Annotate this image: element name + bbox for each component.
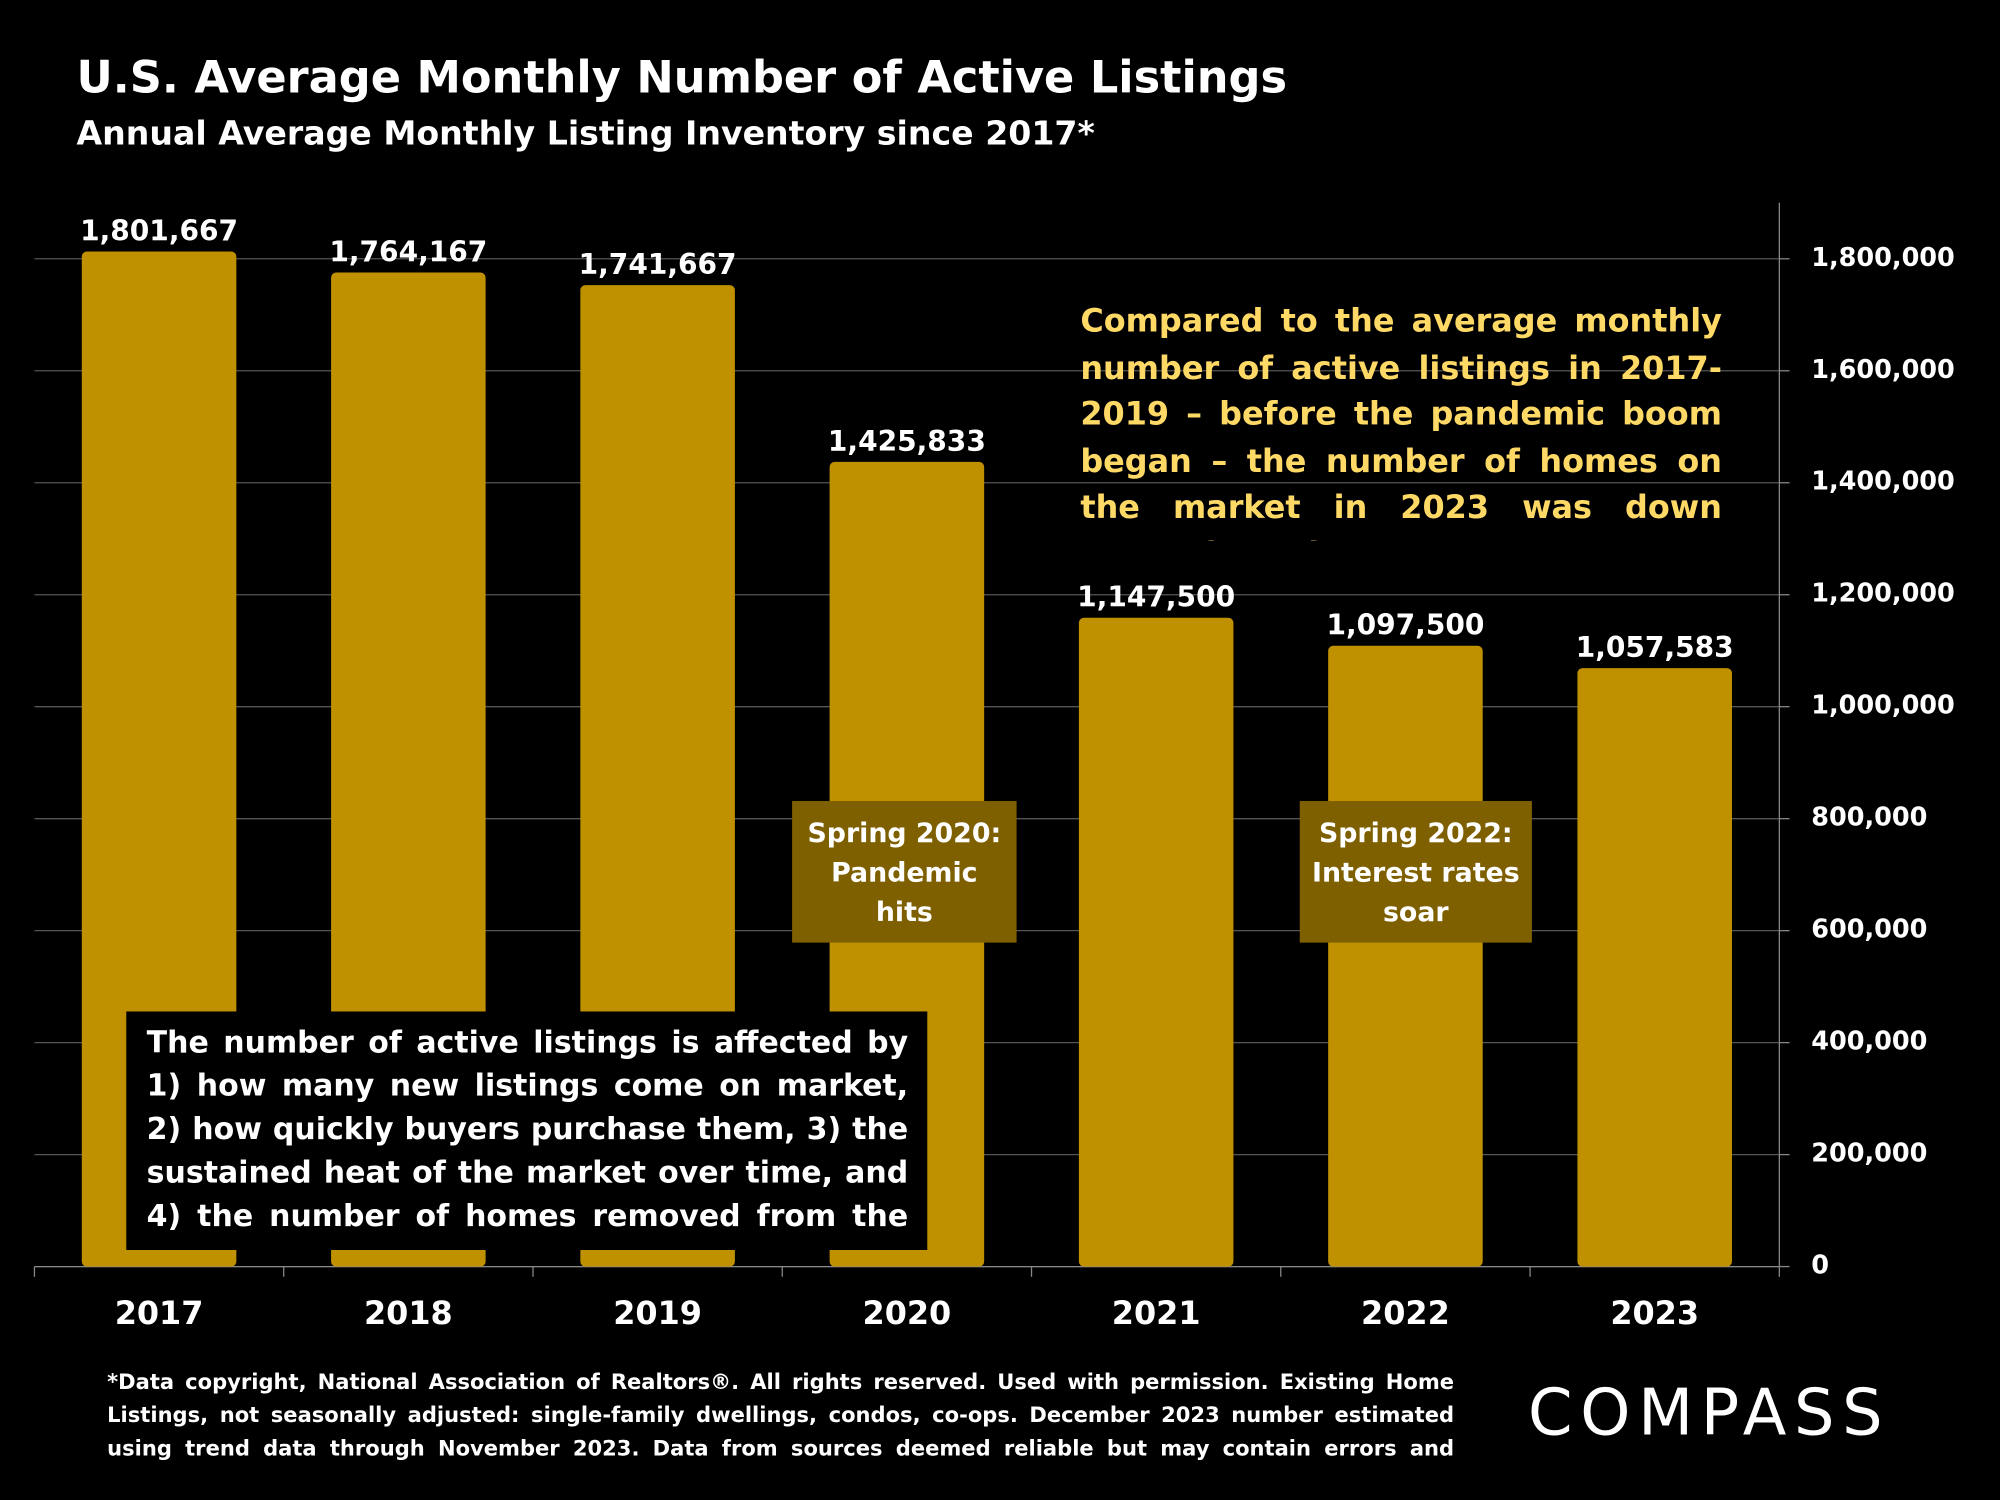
value-label: 1,097,500 [1326, 609, 1484, 642]
value-label: 1,741,667 [579, 248, 737, 281]
value-label: 1,147,500 [1077, 581, 1235, 614]
y-tick-label: 400,000 [1811, 1027, 1927, 1057]
annotation-box [1299, 801, 1532, 943]
footnote: *Data copyright, National Association of… [107, 1369, 1455, 1461]
x-tick-label: 2019 [613, 1294, 702, 1332]
annotation-box: The number of active listings is affecte… [146, 1024, 909, 1243]
y-tick-label: 1,400,000 [1811, 467, 1955, 497]
y-tick-label: 1,600,000 [1811, 355, 1955, 385]
annotation: Compared to the average monthly number o… [1080, 302, 1722, 541]
chart-title: U.S. Average Monthly Number of Active Li… [77, 51, 1288, 103]
value-label: 1,057,583 [1576, 631, 1734, 664]
logo: COMPASS [1528, 1377, 1890, 1451]
y-tick-label: 200,000 [1811, 1139, 1927, 1169]
value-label: 1,425,833 [828, 425, 986, 458]
annotation-box [792, 801, 1017, 943]
annotation-box: Compared to the average monthly number o… [1080, 302, 1722, 541]
value-label: 1,801,667 [80, 214, 238, 247]
annotation: The number of active listings is affecte… [146, 1024, 909, 1243]
value-label: 1,764,167 [329, 235, 487, 268]
y-tick-label: 1,000,000 [1811, 691, 1955, 721]
annotation-box: Spring 2020: Pandemic hits [807, 817, 1002, 928]
x-tick-label: 2022 [1361, 1294, 1450, 1332]
annotation: Spring 2020: Pandemic hits [807, 817, 1002, 928]
annotation-box [126, 1011, 928, 1250]
annotation-box: Spring 2022: Interest rates soar [1311, 817, 1520, 928]
bar [1078, 617, 1234, 1267]
bar [1328, 645, 1483, 1267]
x-tick-label: 2021 [1112, 1294, 1201, 1332]
y-tick-label: 1,200,000 [1811, 579, 1955, 609]
x-tick-label: 2017 [115, 1294, 204, 1332]
bar [1577, 668, 1732, 1267]
x-tick-label: 2023 [1610, 1294, 1699, 1332]
y-tick-label: 800,000 [1811, 803, 1927, 833]
x-tick-label: 2018 [364, 1294, 453, 1332]
annotation: Spring 2022: Interest rates soar [1311, 817, 1520, 928]
footnote-box: *Data copyright, National Association of… [107, 1369, 1455, 1461]
x-tick-label: 2020 [863, 1294, 952, 1332]
y-tick-label: 0 [1811, 1251, 1829, 1281]
chart-subtitle: Annual Average Monthly Listing Inventory… [77, 114, 1095, 153]
y-tick-label: 1,800,000 [1811, 243, 1955, 273]
y-tick-label: 600,000 [1811, 915, 1927, 945]
